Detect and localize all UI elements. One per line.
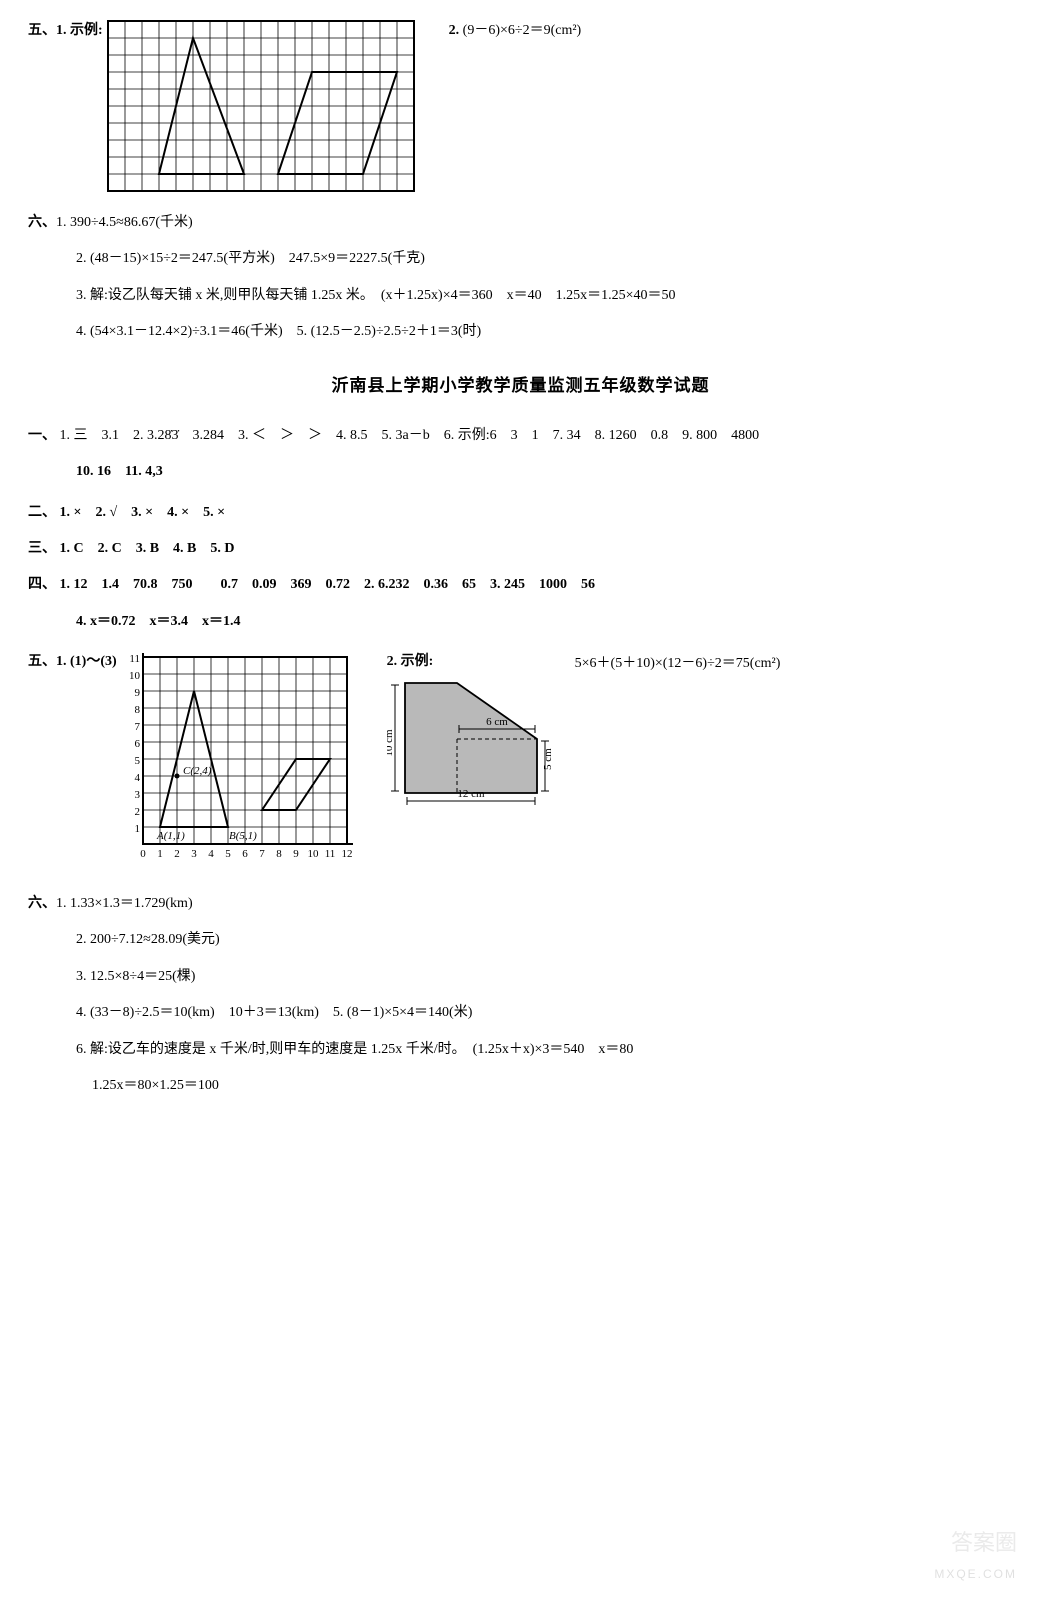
section-6-item2: 2. (48－15)×15÷2＝247.5(平方米) 247.5×9＝2227.… xyxy=(76,248,1013,270)
yi6-item2: 2. 200÷7.12≈28.09(美元) xyxy=(76,929,1013,951)
coordinate-chart: 1234567891011 0123456789101112 C(2,4) A(… xyxy=(119,651,363,875)
svg-text:7: 7 xyxy=(134,721,140,733)
svg-text:1: 1 xyxy=(134,823,140,835)
yi6-item6: 6. 解:设乙车的速度是 x 千米/时,则甲车的速度是 1.25x 千米/时。 … xyxy=(76,1039,1013,1061)
svg-text:6: 6 xyxy=(134,738,140,750)
yi-section-1-content: 1. 三 3.1 2. 3.28̇3̇ 3.284 3. ＜ ＞ ＞ 4. 8.… xyxy=(60,428,760,443)
section-6-item4: 4. (54×3.1－12.4×2)÷3.1＝46(千米) 5. (12.5－2… xyxy=(76,321,1013,343)
svg-text:B(5,1): B(5,1) xyxy=(229,830,257,842)
svg-text:12: 12 xyxy=(341,848,352,860)
section-5-label: 五、1. 示例: xyxy=(28,20,103,42)
yi-section-3: 三、 1. C 2. C 3. B 4. B 5. D xyxy=(28,538,1013,560)
yi5-item2-label: 2. 示例: xyxy=(387,654,434,669)
yi6-item6b: 1.25x＝80×1.25＝100 xyxy=(92,1075,1013,1097)
section-6-label: 六、 xyxy=(28,215,56,230)
svg-text:7: 7 xyxy=(259,848,265,860)
yi6-item4: 4. (33－8)÷2.5＝10(km) 10＋3＝13(km) 5. (8－1… xyxy=(76,1002,1013,1024)
section-6-item1: 1. 390÷4.5≈86.67(千米) xyxy=(56,215,193,230)
svg-text:8: 8 xyxy=(134,704,140,716)
section-6-item3: 3. 解:设乙队每天铺 x 米,则甲队每天铺 1.25x 米。 (x＋1.25x… xyxy=(76,285,1013,307)
section-5-item1-label: 五、1. 示例: xyxy=(28,20,417,194)
svg-text:6 cm: 6 cm xyxy=(486,716,508,728)
svg-text:8: 8 xyxy=(276,848,282,860)
svg-text:5: 5 xyxy=(225,848,231,860)
svg-text:10 cm: 10 cm xyxy=(387,729,395,757)
svg-text:3: 3 xyxy=(134,789,140,801)
yi5-label: 五、1. (1)～(3) xyxy=(28,651,117,673)
svg-text:5 cm: 5 cm xyxy=(542,748,554,770)
yi5-item2-formula: 5×6＋(5＋10)×(12－6)÷2＝75(cm²) xyxy=(575,653,781,675)
trapezoid-figure: 6 cm 5 cm 10 cm xyxy=(387,675,557,805)
svg-text:0: 0 xyxy=(140,848,146,860)
yi6-item1: 1. 1.33×1.3＝1.729(km) xyxy=(56,896,193,911)
svg-text:10: 10 xyxy=(307,848,319,860)
svg-text:4: 4 xyxy=(134,772,140,784)
svg-text:9: 9 xyxy=(134,687,140,699)
yi-section-6: 六、1. 1.33×1.3＝1.729(km) 2. 200÷7.12≈28.0… xyxy=(28,893,1013,1097)
yi-section-1-line2: 10. 16 11. 4,3 xyxy=(76,461,1013,483)
yi6-item3: 3. 12.5×8÷4＝25(棵) xyxy=(76,966,1013,988)
yi-section-5: 五、1. (1)～(3) 1234567891011 0 xyxy=(28,651,1013,875)
yi-section-1-label: 一、 xyxy=(28,428,56,443)
svg-text:2: 2 xyxy=(134,806,140,818)
watermark-en: MXQE.COM xyxy=(934,1565,1017,1584)
svg-text:4: 4 xyxy=(208,848,214,860)
exam-title: 沂南县上学期小学教学质量监测五年级数学试题 xyxy=(28,372,1013,399)
svg-text:6: 6 xyxy=(242,848,248,860)
yi-section-2: 二、 1. × 2. √ 3. × 4. × 5. × xyxy=(28,502,1013,524)
yi-section-4: 四、 1. 12 1.4 70.8 750 0.7 0.09 369 0.72 … xyxy=(28,574,1013,633)
svg-text:11: 11 xyxy=(324,848,335,860)
svg-text:A(1,1): A(1,1) xyxy=(156,830,185,842)
svg-text:C(2,4): C(2,4) xyxy=(183,765,212,777)
svg-text:10: 10 xyxy=(129,670,141,682)
svg-text:12 cm: 12 cm xyxy=(457,788,485,800)
svg-text:11: 11 xyxy=(129,653,140,665)
section-5-item2: 2. (9－6)×6÷2＝9(cm²) xyxy=(449,20,582,42)
svg-text:5: 5 xyxy=(134,755,140,767)
svg-text:9: 9 xyxy=(293,848,299,860)
section-5-top: 五、1. 示例: 2. (9－6)×6÷2＝9(cm²) xyxy=(28,20,1013,194)
yi-section-1: 一、 1. 三 3.1 2. 3.28̇3̇ 3.284 3. ＜ ＞ ＞ 4.… xyxy=(28,425,1013,484)
grid-figure-1 xyxy=(107,20,417,194)
svg-text:2: 2 xyxy=(174,848,180,860)
yi6-label: 六、 xyxy=(28,896,56,911)
section-6-top: 六、1. 390÷4.5≈86.67(千米) 2. (48－15)×15÷2＝2… xyxy=(28,212,1013,344)
svg-text:3: 3 xyxy=(191,848,197,860)
svg-text:1: 1 xyxy=(157,848,163,860)
watermark-cn: 答案圈 xyxy=(951,1525,1017,1560)
